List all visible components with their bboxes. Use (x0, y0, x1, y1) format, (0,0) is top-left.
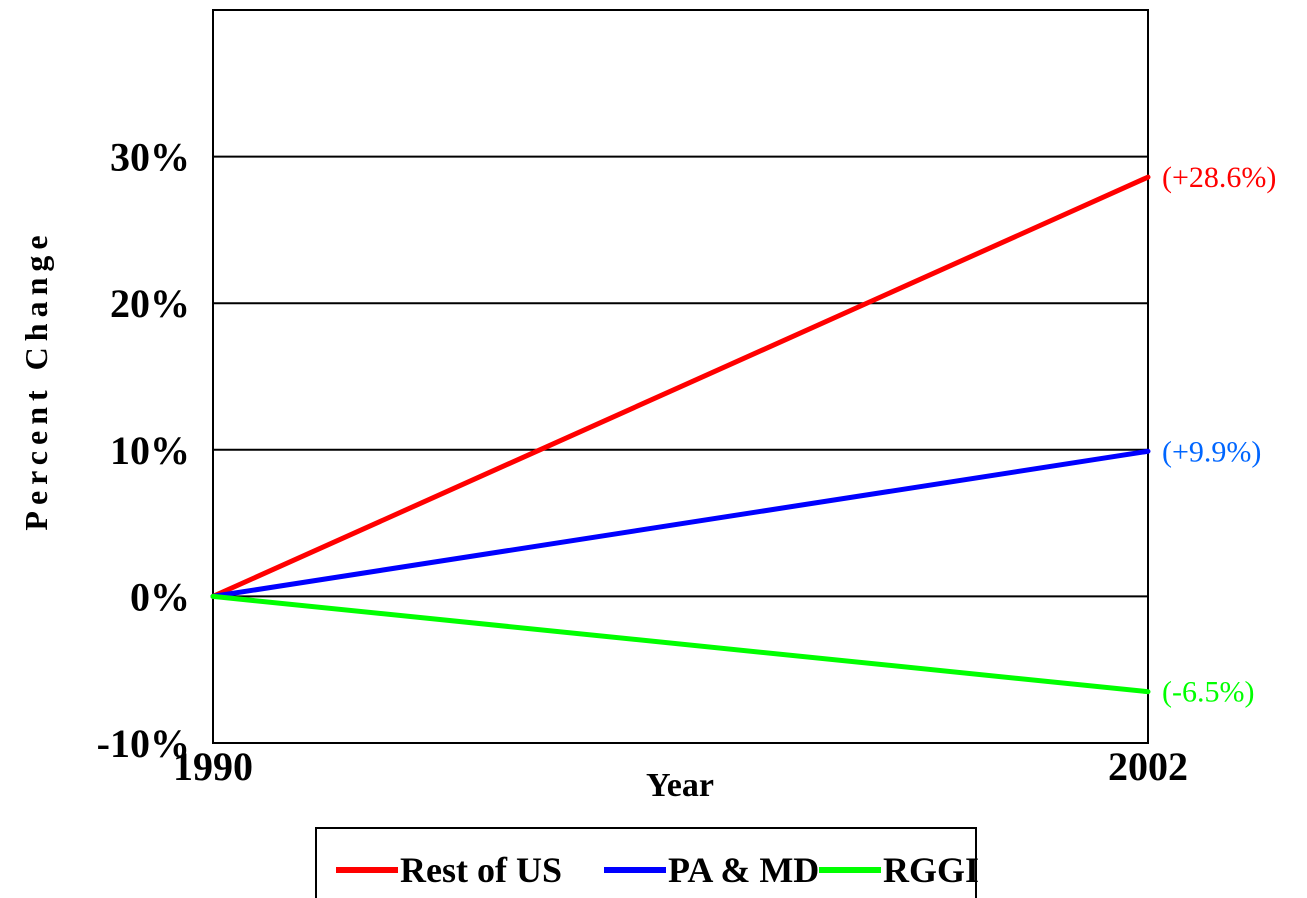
legend-label-1: PA & MD (668, 850, 819, 890)
legend-label-2: RGGI (883, 850, 979, 890)
end-label-0: (+28.6%) (1162, 161, 1276, 194)
y-tick-label: 30% (110, 135, 190, 180)
end-label-1: (+9.9%) (1162, 435, 1261, 468)
y-axis-title: Percent Change (18, 229, 54, 530)
x-tick-label: 2002 (1108, 744, 1188, 789)
series-line-1 (210, 448, 1151, 599)
legend: Rest of US PA & MD RGGI (315, 827, 979, 898)
y-tick-label: -10% (97, 721, 190, 766)
y-tick-label: 20% (110, 281, 190, 326)
end-label-2: (-6.5%) (1162, 676, 1254, 709)
x-tick-label: 1990 (173, 744, 253, 789)
y-tick-label: 0% (130, 574, 190, 619)
series-line-2 (210, 593, 1151, 695)
plot-area: -10% 0% 10% 20% 30% 1990 2002 (+28.6%) (+9.9%) (-… (97, 9, 1276, 789)
x-axis-title: Year (646, 767, 714, 804)
legend-box (315, 827, 977, 898)
plot-frame (212, 9, 1149, 744)
legend-label-0: Rest of US (400, 850, 562, 890)
y-tick-label: 10% (110, 428, 190, 473)
series-line-0 (210, 174, 1151, 599)
